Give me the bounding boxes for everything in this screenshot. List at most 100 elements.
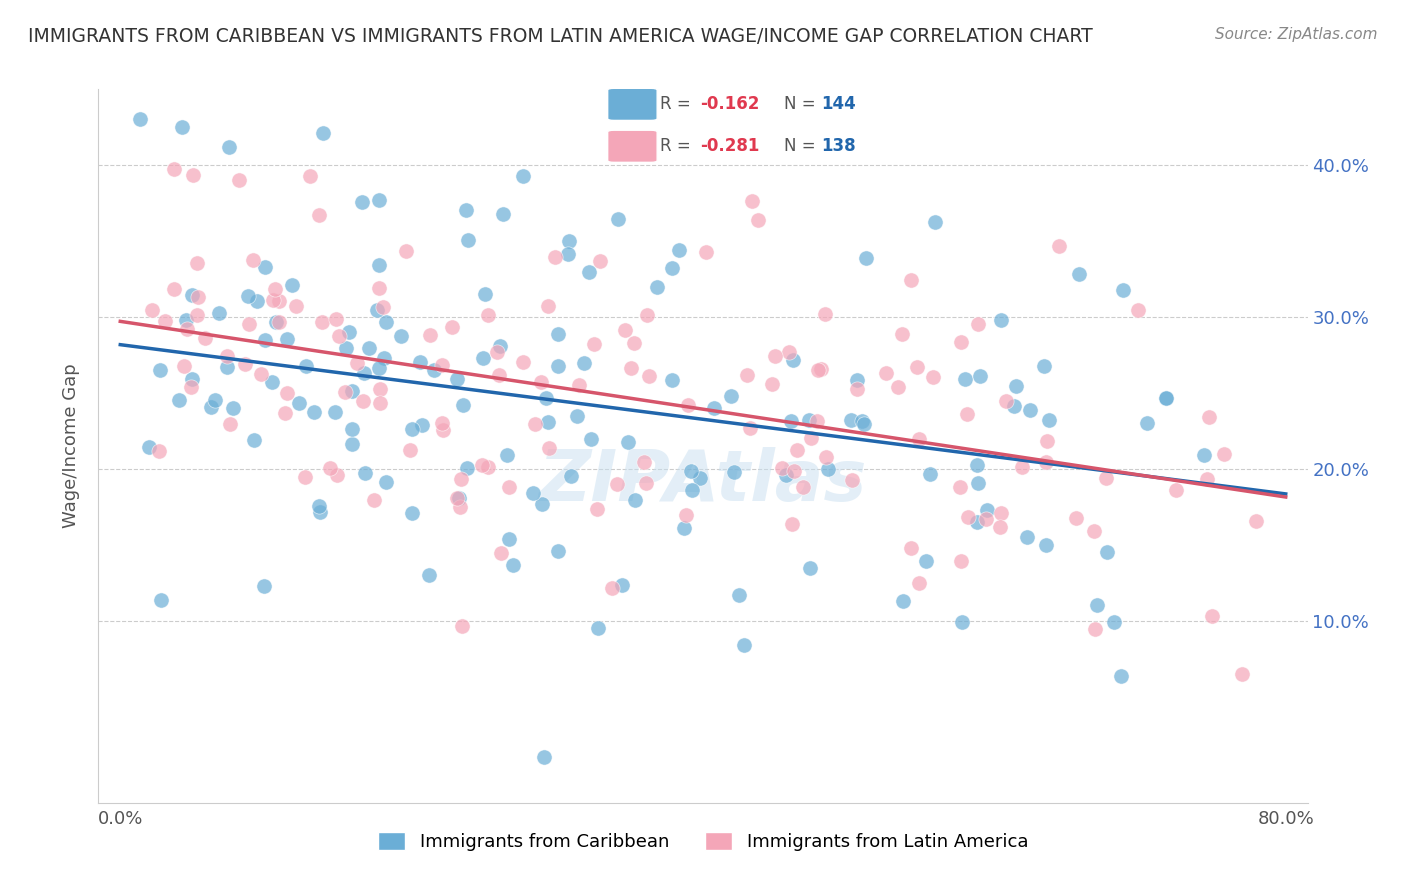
- Point: [966, 515, 988, 529]
- Point: [918, 467, 941, 481]
- Point: [1244, 514, 1267, 528]
- Point: [1083, 524, 1105, 538]
- Point: [395, 244, 418, 259]
- Point: [449, 491, 471, 505]
- Point: [1310, 472, 1333, 486]
- Point: [530, 497, 553, 511]
- Text: -0.281: -0.281: [700, 137, 759, 155]
- Point: [423, 363, 446, 377]
- Point: [430, 416, 453, 430]
- Point: [990, 507, 1012, 521]
- Point: [792, 480, 814, 494]
- Point: [512, 169, 534, 183]
- Point: [488, 339, 510, 353]
- Point: [738, 421, 761, 435]
- Point: [162, 162, 184, 177]
- Point: [352, 394, 374, 409]
- Point: [557, 247, 579, 261]
- Point: [312, 126, 335, 140]
- Point: [572, 356, 595, 370]
- Point: [269, 293, 291, 308]
- FancyBboxPatch shape: [607, 88, 657, 120]
- Point: [204, 392, 226, 407]
- Point: [368, 281, 391, 295]
- Point: [607, 211, 630, 226]
- Point: [538, 442, 561, 456]
- Point: [763, 349, 786, 363]
- Point: [129, 112, 152, 126]
- Point: [1095, 471, 1118, 485]
- Point: [1033, 359, 1056, 373]
- Point: [723, 465, 745, 479]
- Point: [1198, 410, 1220, 425]
- Point: [841, 413, 863, 427]
- Point: [1164, 483, 1187, 497]
- FancyBboxPatch shape: [607, 130, 657, 162]
- Point: [253, 579, 276, 593]
- Point: [233, 357, 256, 371]
- Point: [600, 581, 623, 595]
- Point: [953, 372, 976, 386]
- Point: [218, 140, 240, 154]
- Point: [181, 288, 204, 302]
- Point: [544, 250, 567, 264]
- Point: [180, 372, 202, 386]
- Point: [969, 369, 991, 384]
- Point: [914, 554, 936, 568]
- Point: [620, 361, 643, 376]
- Point: [614, 323, 637, 337]
- Point: [558, 234, 581, 248]
- Point: [1112, 283, 1135, 297]
- Point: [890, 327, 912, 342]
- Point: [285, 299, 308, 313]
- Point: [454, 202, 477, 217]
- Text: N =: N =: [785, 137, 821, 155]
- Point: [589, 254, 612, 268]
- Point: [1067, 267, 1090, 281]
- Point: [262, 293, 284, 307]
- Point: [451, 619, 474, 633]
- Point: [236, 289, 259, 303]
- Point: [264, 316, 287, 330]
- Point: [661, 260, 683, 275]
- Point: [512, 355, 534, 369]
- Point: [138, 440, 160, 454]
- Legend: Immigrants from Caribbean, Immigrants from Latin America: Immigrants from Caribbean, Immigrants fr…: [378, 831, 1028, 851]
- Point: [492, 207, 515, 221]
- Point: [409, 354, 432, 368]
- Point: [1201, 608, 1223, 623]
- Point: [333, 384, 356, 399]
- Point: [353, 366, 375, 380]
- Point: [242, 252, 264, 267]
- Point: [1357, 483, 1379, 498]
- Point: [1085, 598, 1108, 612]
- Point: [181, 168, 204, 182]
- Point: [456, 460, 478, 475]
- Point: [276, 332, 298, 346]
- Point: [845, 382, 868, 396]
- Text: ZIPAtlas: ZIPAtlas: [538, 447, 868, 516]
- Point: [720, 389, 742, 403]
- Point: [606, 477, 628, 491]
- Point: [368, 396, 391, 410]
- Point: [623, 336, 645, 351]
- Point: [498, 481, 520, 495]
- Point: [679, 464, 702, 478]
- Point: [450, 500, 472, 515]
- Point: [990, 519, 1012, 533]
- Point: [149, 362, 172, 376]
- Point: [342, 422, 364, 436]
- Point: [1154, 391, 1177, 405]
- Point: [215, 360, 238, 375]
- Point: [498, 533, 520, 547]
- Point: [948, 480, 970, 494]
- Point: [761, 377, 783, 392]
- Point: [328, 329, 350, 343]
- Point: [194, 331, 217, 345]
- Point: [326, 467, 349, 482]
- Point: [637, 369, 659, 384]
- Text: IMMIGRANTS FROM CARIBBEAN VS IMMIGRANTS FROM LATIN AMERICA WAGE/INCOME GAP CORRE: IMMIGRANTS FROM CARIBBEAN VS IMMIGRANTS …: [28, 27, 1092, 45]
- Point: [150, 593, 173, 607]
- Point: [797, 413, 820, 427]
- Point: [851, 414, 873, 428]
